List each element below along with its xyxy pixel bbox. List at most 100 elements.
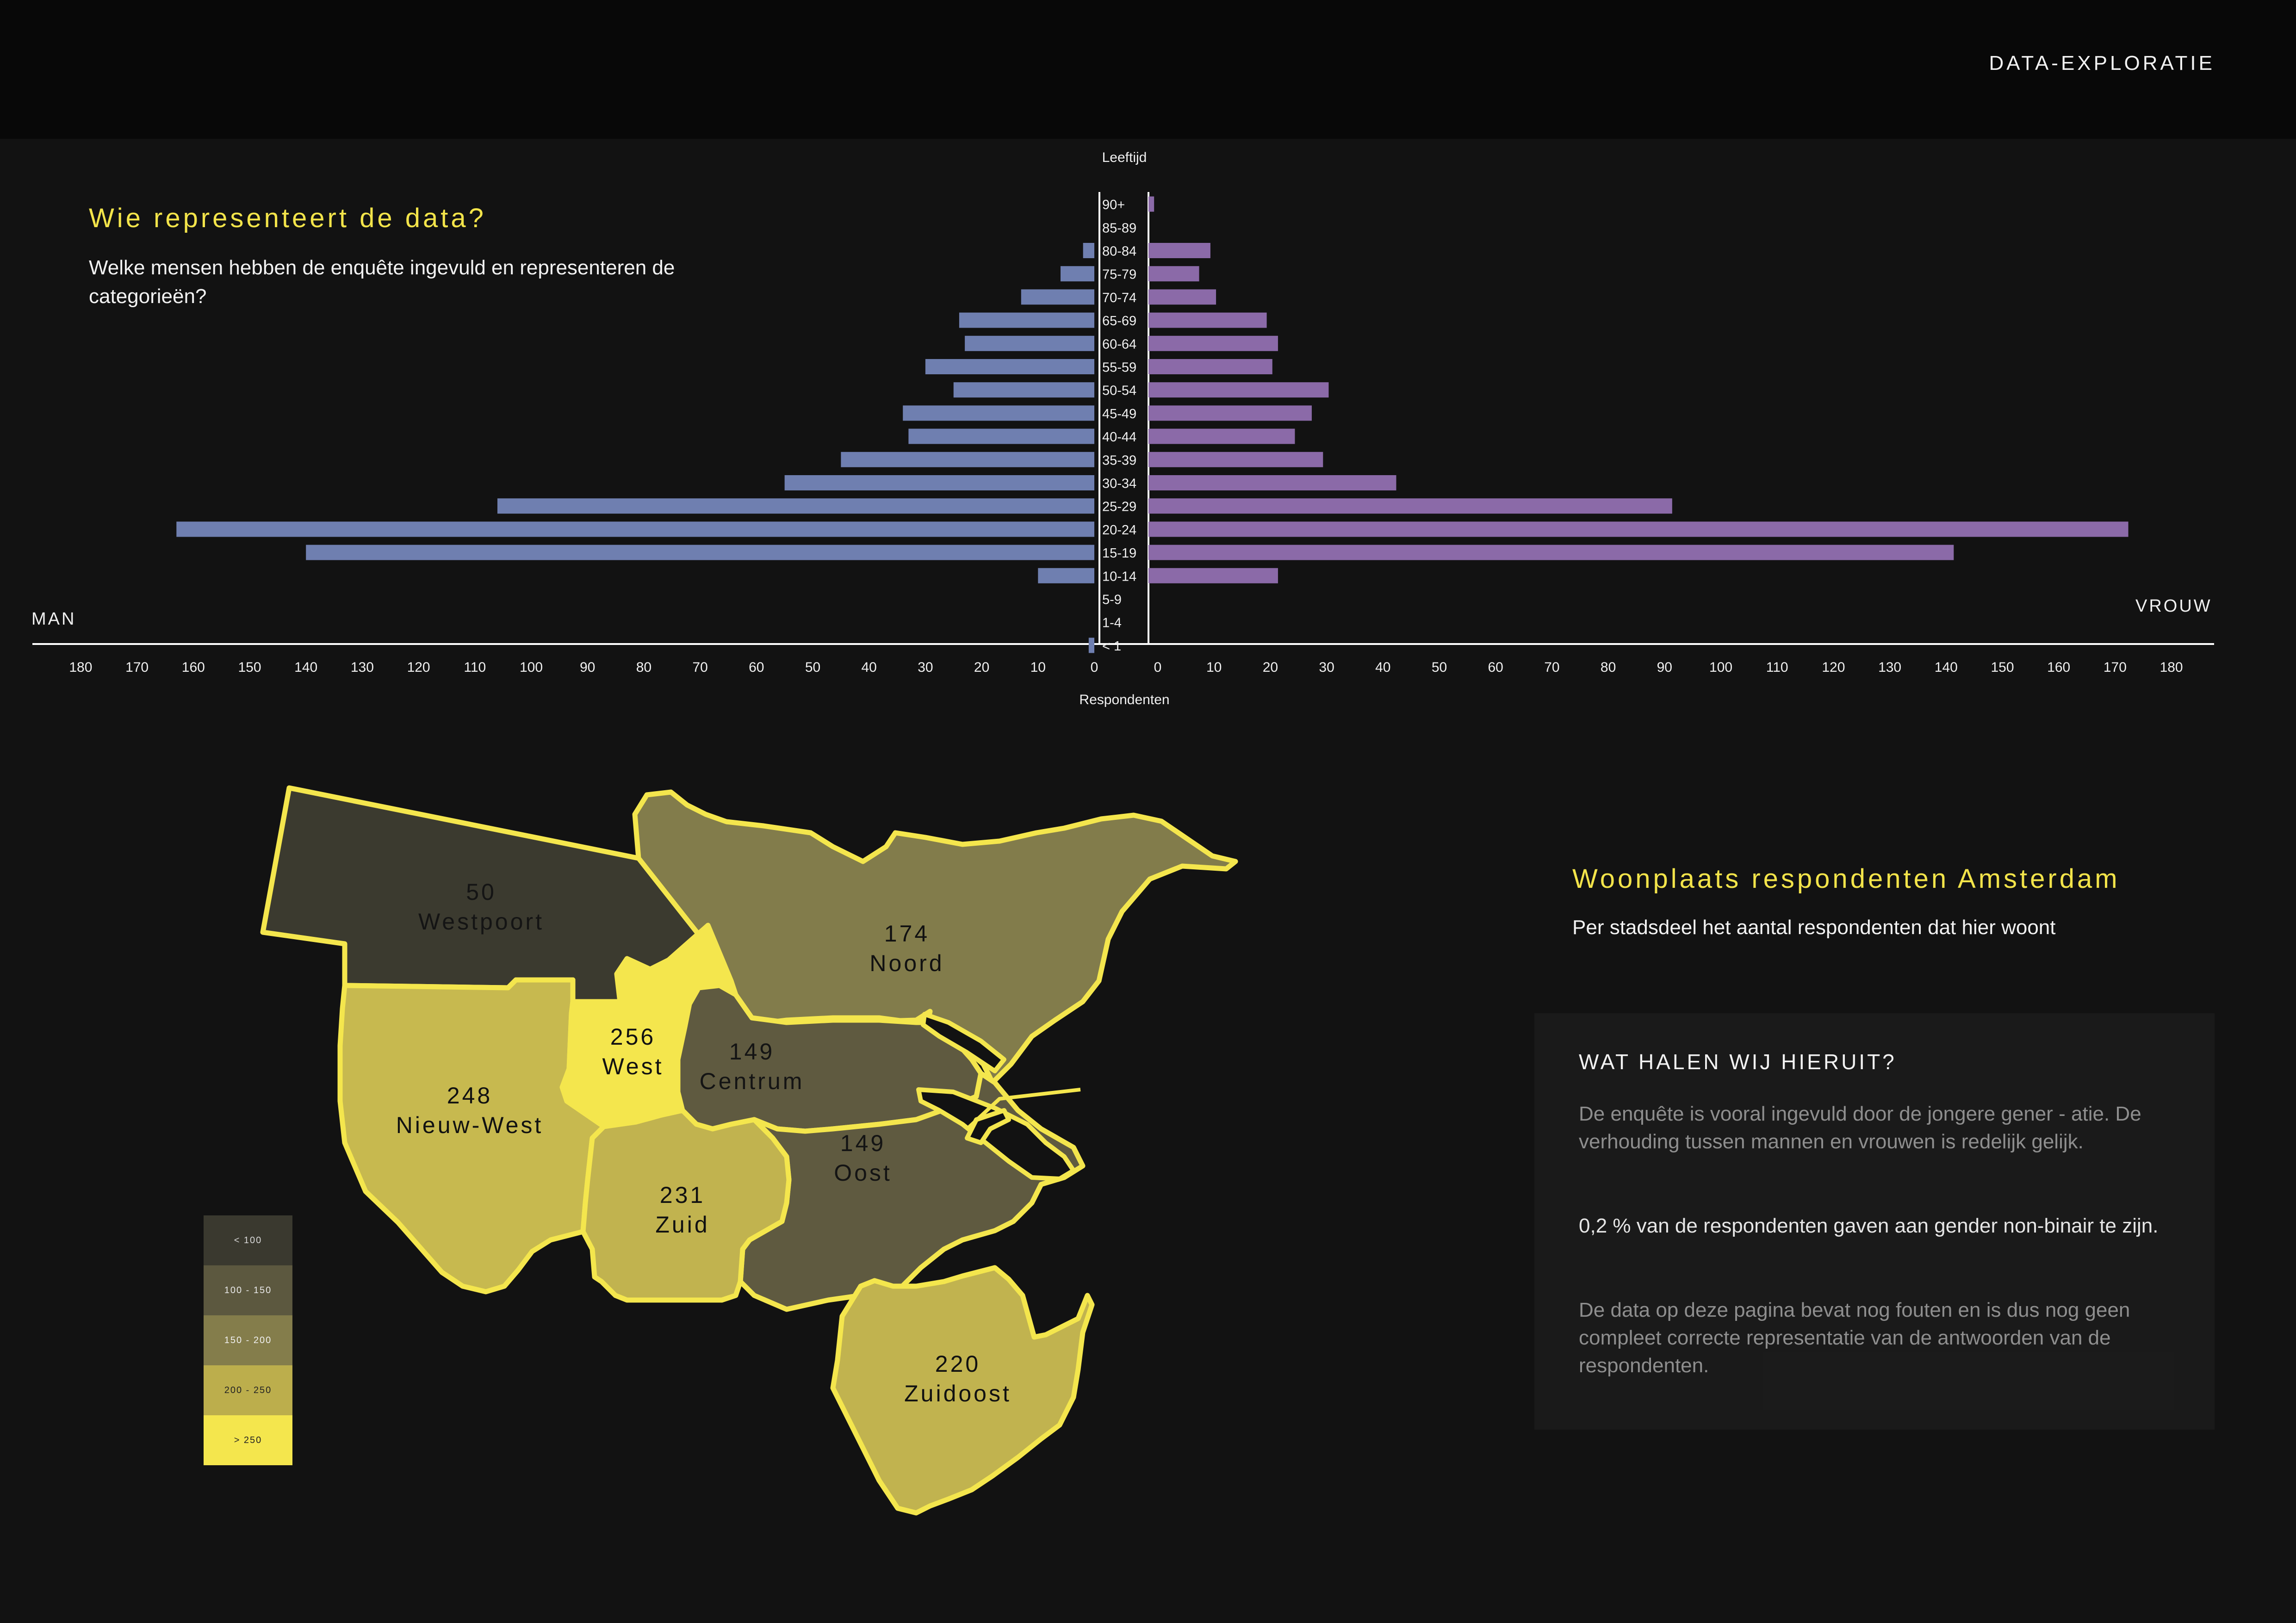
- district-count-west: 256: [610, 1024, 656, 1050]
- age-label: 55-59: [1102, 360, 1136, 375]
- insight-paragraph-1: De enquête is vooral ingevuld door de jo…: [1579, 1103, 2141, 1153]
- district-zuidoost: [830, 1265, 1095, 1516]
- district-count-zuid: 231: [660, 1182, 705, 1208]
- label-man: MAN: [31, 609, 76, 629]
- bar-vrouw-80-84: [1148, 243, 1210, 258]
- bar-vrouw-25-29: [1148, 498, 1672, 514]
- bar-vrouw-35-39: [1148, 452, 1323, 467]
- legend-item: 150 - 200: [204, 1315, 292, 1365]
- bar-man-15-19: [306, 545, 1095, 560]
- age-label: 40-44: [1102, 430, 1136, 445]
- district-count-noord: 174: [884, 921, 930, 947]
- bar-vrouw-75-79: [1148, 266, 1199, 282]
- tick-label-man: 20: [974, 660, 989, 675]
- bar-man-40-44: [908, 428, 1094, 444]
- tick-label-man: 50: [805, 660, 820, 675]
- tick-label-man: 160: [182, 660, 205, 675]
- age-label: 20-24: [1102, 523, 1136, 538]
- district-name-oost: Oost: [834, 1160, 892, 1186]
- bar-man-35-39: [841, 452, 1094, 467]
- district-name-zuidoost: Zuidoost: [904, 1381, 1011, 1406]
- age-label: 1-4: [1102, 616, 1122, 631]
- tick-label-man: 120: [407, 660, 430, 675]
- age-label: 10-14: [1102, 569, 1136, 584]
- district-count-oost: 149: [840, 1130, 886, 1156]
- bar-vrouw-90+: [1148, 196, 1154, 212]
- water-ij-inlet: [921, 1012, 1006, 1073]
- tick-label-man: 140: [294, 660, 317, 675]
- bar-vrouw-65-69: [1148, 312, 1267, 328]
- age-label: 60-64: [1102, 337, 1136, 352]
- tick-label-vrouw: 130: [1878, 660, 1901, 675]
- tick-label-vrouw: 70: [1544, 660, 1559, 675]
- district-count-nieuw-west: 248: [447, 1083, 492, 1109]
- district-name-noord: Noord: [869, 950, 944, 976]
- tick-label-man: 40: [862, 660, 877, 675]
- tick-label-vrouw: 120: [1822, 660, 1845, 675]
- tick-label-vrouw: 40: [1375, 660, 1390, 675]
- age-label: 15-19: [1102, 546, 1136, 561]
- district-name-zuid: Zuid: [655, 1212, 709, 1238]
- water-inner-loop: [965, 1108, 1011, 1145]
- bar-man-25-29: [497, 498, 1094, 514]
- insight-paragraph-3: De data op deze pagina bevat nog fouten …: [1579, 1299, 2130, 1377]
- header-label: DATA-EXPLORATIE: [1989, 52, 2215, 74]
- tick-label-vrouw: 60: [1488, 660, 1503, 675]
- tick-label-vrouw: 140: [1935, 660, 1958, 675]
- district-name-westpoort: Westpoort: [418, 909, 544, 935]
- district-name-nieuw-west: Nieuw-West: [396, 1112, 544, 1138]
- age-label: 70-74: [1102, 291, 1136, 305]
- tick-label-man: 150: [238, 660, 261, 675]
- district-count-zuidoost: 220: [935, 1351, 980, 1377]
- bar-vrouw-55-59: [1148, 359, 1272, 374]
- age-label: 65-69: [1102, 314, 1136, 328]
- age-label: 5-9: [1102, 593, 1122, 607]
- pyramid-subtitle: Welke mensen hebben de enquête ingevuld …: [89, 256, 675, 308]
- tick-label-man: 180: [69, 660, 92, 675]
- tick-label-man: 90: [580, 660, 595, 675]
- population-pyramid-chart: Leeftijd 90+ 85-89 80-84 75-79 70-74 65-69 60-6…: [31, 150, 2214, 707]
- bar-vrouw-45-49: [1148, 405, 1312, 421]
- tick-label-vrouw: 100: [1709, 660, 1732, 675]
- age-label: 25-29: [1102, 500, 1136, 514]
- bar-vrouw-70-74: [1148, 289, 1216, 305]
- bar-man-70-74: [1021, 289, 1094, 305]
- tick-label-vrouw: 150: [1991, 660, 2014, 675]
- bar-man-50-54: [953, 382, 1094, 398]
- tick-label-vrouw: 170: [2104, 660, 2127, 675]
- label-vrouw: VROUW: [2135, 596, 2212, 616]
- tick-label-vrouw: 30: [1319, 660, 1334, 675]
- tick-label-vrouw: 160: [2047, 660, 2070, 675]
- map-subtitle: Per stadsdeel het aantal respondenten da…: [1572, 916, 2056, 939]
- insight-heading: WAT HALEN WIJ HIERUIT?: [1579, 1050, 1897, 1074]
- age-label: 45-49: [1102, 407, 1136, 421]
- bar-vrouw-20-24: [1148, 521, 2128, 537]
- bar-man-65-69: [959, 312, 1094, 328]
- insight-paragraph-2: 0,2 % van de respondenten gaven aan gend…: [1579, 1214, 2159, 1237]
- tick-label-vrouw: 180: [2160, 660, 2183, 675]
- age-label: 50-54: [1102, 384, 1136, 398]
- bar-man-< 1: [1088, 638, 1094, 653]
- tick-label-man: 70: [692, 660, 707, 675]
- bar-man-30-34: [784, 475, 1094, 490]
- bar-vrouw-10-14: [1148, 568, 1278, 583]
- legend-item: > 250: [204, 1415, 292, 1465]
- y-axis-title: Leeftijd: [1102, 150, 1147, 165]
- bar-vrouw-15-19: [1148, 545, 1954, 560]
- age-label: 75-79: [1102, 267, 1136, 282]
- tick-label-vrouw: 80: [1601, 660, 1616, 675]
- age-label: 30-34: [1102, 477, 1136, 491]
- tick-label-vrouw: 110: [1766, 660, 1788, 675]
- bar-man-80-84: [1083, 243, 1094, 258]
- pyramid-title: Wie representeert de data?: [89, 203, 486, 233]
- district-name-west: West: [602, 1053, 664, 1079]
- tick-label-man: 80: [636, 660, 652, 675]
- tick-label-vrouw: 0: [1154, 660, 1162, 675]
- age-label: 85-89: [1102, 221, 1136, 235]
- bar-man-20-24: [176, 521, 1094, 537]
- tick-label-man: 10: [1030, 660, 1046, 675]
- tick-label-man: 110: [464, 660, 486, 675]
- age-label: < 1: [1102, 639, 1121, 654]
